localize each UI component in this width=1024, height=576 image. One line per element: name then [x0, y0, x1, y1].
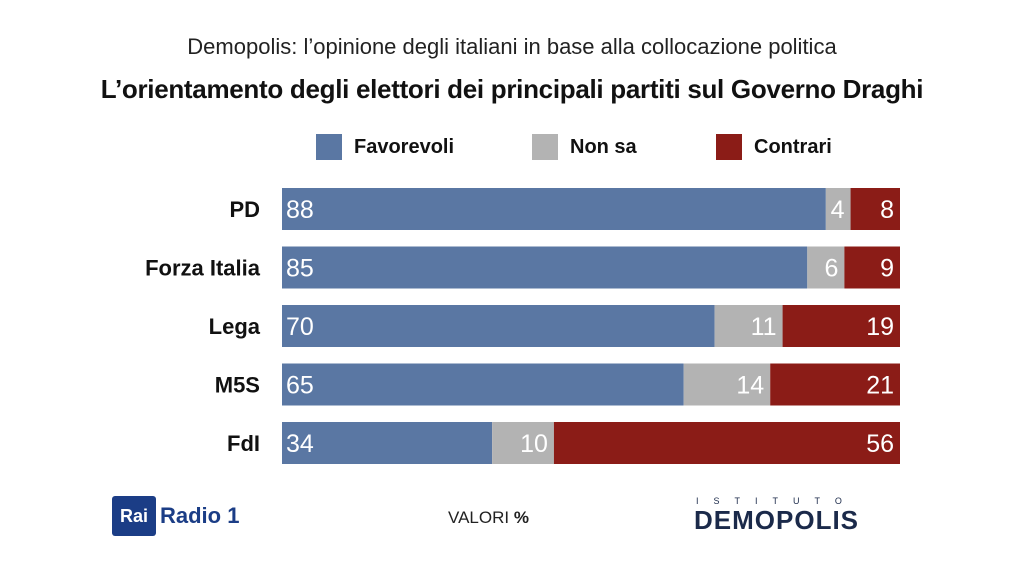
bar-fdi-favorevoli — [282, 422, 493, 464]
data-label-fdi-non-sa: 10 — [520, 430, 548, 458]
data-label-pd-favorevoli: 88 — [286, 196, 314, 224]
chart-title: L’orientamento degli elettori dei princi… — [100, 74, 924, 104]
data-label-lega-non-sa: 11 — [751, 313, 777, 341]
category-label-pd: PD — [229, 197, 260, 222]
data-label-lega-favorevoli: 70 — [286, 313, 314, 341]
bar-pd-contrari — [850, 188, 900, 230]
legend-item-favorevoli: Favorevoli — [316, 134, 454, 160]
data-label-pd-non-sa: 4 — [831, 196, 845, 224]
legend-item-non-sa: Non sa — [532, 134, 637, 160]
bar-forza-italia-non-sa — [807, 246, 845, 289]
bar-fdi-non-sa — [492, 422, 554, 464]
legend-swatch-non-sa — [532, 134, 558, 160]
legend-swatch-contrari — [716, 134, 742, 160]
data-label-m5s-favorevoli: 65 — [286, 372, 314, 400]
data-label-pd-contrari: 8 — [880, 196, 894, 224]
data-label-fdi-favorevoli: 34 — [286, 430, 314, 458]
legend-label-non-sa: Non sa — [570, 135, 637, 158]
bar-lega-non-sa — [714, 305, 783, 347]
rai-logo: Rai — [112, 496, 156, 536]
bar-lega-contrari — [782, 305, 900, 347]
legend-label-contrari: Contrari — [754, 135, 832, 158]
data-label-fdi-contrari: 56 — [866, 430, 894, 458]
data-label-forza-italia-favorevoli: 85 — [286, 255, 314, 283]
category-label-m5s: M5S — [215, 373, 260, 398]
legend-swatch-favorevoli — [316, 134, 342, 160]
chart-subtitle: Demopolis: l’opinione degli italiani in … — [187, 34, 837, 59]
bar-lega-favorevoli — [282, 305, 715, 347]
demopolis-logo: DEMOPOLIS — [694, 505, 860, 535]
category-label-lega: Lega — [209, 314, 261, 339]
bar-fdi-contrari — [553, 422, 900, 464]
data-label-forza-italia-contrari: 9 — [880, 255, 894, 283]
data-label-forza-italia-non-sa: 6 — [824, 255, 838, 283]
values-note-unit: % — [513, 508, 529, 527]
bar-pd-non-sa — [825, 188, 851, 230]
category-label-forza-italia: Forza Italia — [145, 256, 261, 281]
values-note: VALORI % — [448, 508, 529, 528]
data-label-m5s-non-sa: 14 — [736, 372, 764, 400]
istituto-label: ISTITUTO — [696, 496, 857, 506]
data-label-lega-contrari: 19 — [866, 313, 894, 341]
radio1-logo: Radio 1 — [160, 503, 240, 528]
bar-m5s-non-sa — [683, 363, 771, 406]
bar-forza-italia-favorevoli — [282, 246, 808, 289]
data-label-m5s-contrari: 21 — [866, 372, 894, 400]
legend-item-contrari: Contrari — [716, 134, 832, 160]
category-label-fdi: FdI — [227, 431, 260, 456]
bar-pd-favorevoli — [282, 188, 826, 230]
values-note-prefix: VALORI — [448, 508, 514, 527]
bar-m5s-contrari — [770, 363, 900, 406]
bar-forza-italia-contrari — [844, 246, 900, 289]
bar-m5s-favorevoli — [282, 363, 684, 406]
legend-label-favorevoli: Favorevoli — [354, 135, 455, 158]
